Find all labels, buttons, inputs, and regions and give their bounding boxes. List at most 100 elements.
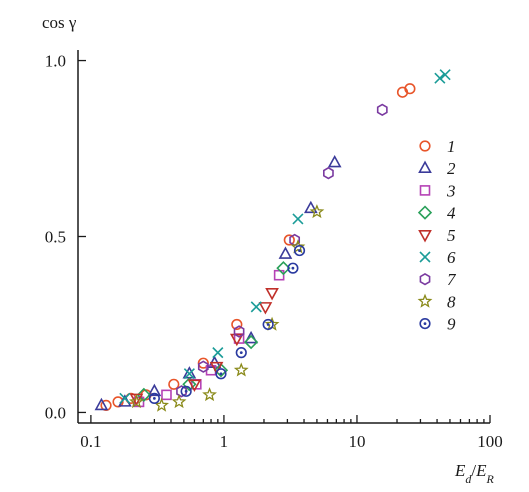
marker-stroke [419, 251, 431, 263]
marker-shape [303, 200, 318, 214]
data-point-series-8 [202, 387, 217, 402]
legend: 1 2 3 4 5 6 7 8 9 [417, 137, 457, 334]
marker-dot [219, 372, 223, 376]
marker-shape [418, 230, 432, 243]
marker-shape [278, 246, 293, 259]
data-point-series-1 [231, 318, 243, 331]
marker-shape [418, 160, 432, 173]
y-tick-label: 0.0 [45, 403, 66, 422]
marker-shape [197, 360, 209, 373]
marker-shape [112, 396, 124, 408]
marker-shape [265, 288, 279, 301]
data-point-series-1 [197, 357, 209, 369]
data-point-series-1 [283, 234, 295, 246]
legend-marker-6 [419, 251, 431, 263]
data-point-series-1 [112, 396, 124, 408]
y-tick-label: 0.5 [45, 228, 66, 247]
legend-label-2: 2 [447, 159, 456, 178]
data-point-series-7 [323, 166, 334, 180]
marker-shape [197, 357, 209, 369]
marker-stroke [292, 213, 304, 225]
data-point-series-4 [276, 261, 291, 276]
data-point-series-2 [244, 330, 258, 344]
marker-shape [187, 379, 202, 392]
x-axis-label-sub-d: d [465, 472, 472, 486]
marker-shape [180, 385, 192, 397]
data-point-series-8 [309, 204, 325, 219]
data-point-series-2 [94, 397, 109, 411]
marker-shape [323, 166, 334, 180]
x-axis-label-e2: E [475, 461, 487, 480]
data-point-series-7 [376, 103, 388, 117]
marker-shape [417, 293, 433, 308]
data-points [94, 69, 451, 412]
data-point-series-2 [327, 154, 342, 168]
y-axis-label: cos γ [42, 13, 77, 32]
legend-label-6: 6 [447, 248, 456, 267]
marker-shape [161, 389, 172, 401]
x-tick-label: 1 [220, 432, 229, 451]
marker-shape [287, 262, 299, 274]
marker-shape [171, 394, 187, 409]
legend-label-9: 9 [447, 315, 456, 334]
data-point-series-7 [197, 360, 209, 373]
data-point-series-1 [404, 83, 416, 95]
marker-shape [176, 385, 187, 398]
marker-shape [154, 397, 169, 412]
data-point-series-7 [233, 325, 245, 338]
data-point-series-4 [213, 363, 229, 378]
marker-stroke [119, 392, 131, 404]
data-point-series-6 [250, 301, 262, 313]
data-point-series-8 [290, 239, 306, 254]
marker-shape [244, 330, 258, 344]
marker-shape [148, 392, 160, 404]
data-point-series-4 [243, 334, 259, 350]
marker-shape [136, 387, 151, 402]
data-point-series-6 [439, 69, 451, 81]
data-point-series-6 [119, 392, 131, 404]
marker-dot [291, 266, 295, 270]
marker-dot [423, 322, 427, 325]
marker-shape [100, 399, 112, 412]
data-point-series-7 [176, 385, 187, 398]
data-point-series-8 [233, 362, 249, 377]
marker-dot [152, 396, 156, 400]
data-point-series-8 [129, 394, 144, 409]
legend-marker-3 [419, 185, 431, 196]
legend-marker-2 [418, 160, 432, 173]
x-axis-label-e1: E [454, 461, 466, 480]
legend-marker-8 [417, 293, 433, 308]
data-point-series-4 [136, 387, 151, 402]
marker-shape [419, 140, 431, 152]
marker-shape [419, 185, 431, 196]
data-point-series-6 [292, 213, 304, 225]
data-point-series-5 [258, 302, 273, 315]
data-point-series-9 [293, 244, 306, 257]
legend-marker-5 [418, 230, 432, 243]
marker-stroke [250, 301, 262, 313]
legend-marker-7 [419, 272, 431, 286]
marker-shape [262, 318, 274, 331]
marker-shape [233, 362, 249, 377]
data-point-series-9 [215, 368, 227, 380]
marker-shape [376, 103, 388, 117]
data-point-series-8 [171, 394, 187, 409]
legend-label-1: 1 [447, 137, 456, 156]
data-point-series-9 [180, 385, 192, 397]
data-point-series-6 [434, 72, 446, 84]
marker-shape [417, 205, 433, 220]
marker-dot [266, 323, 270, 326]
data-point-series-6 [183, 368, 195, 380]
x-axis-label-slash: / [471, 461, 476, 480]
legend-marker-4 [417, 205, 433, 220]
x-axis-label-sub-r: R [486, 472, 495, 486]
data-point-series-8 [154, 397, 169, 412]
marker-shape [419, 318, 431, 330]
marker-shape [129, 394, 144, 409]
marker-shape [147, 383, 162, 397]
data-point-series-5 [229, 333, 244, 347]
marker-shape [290, 239, 306, 254]
marker-shape [258, 302, 273, 315]
legend-label-5: 5 [447, 226, 456, 245]
